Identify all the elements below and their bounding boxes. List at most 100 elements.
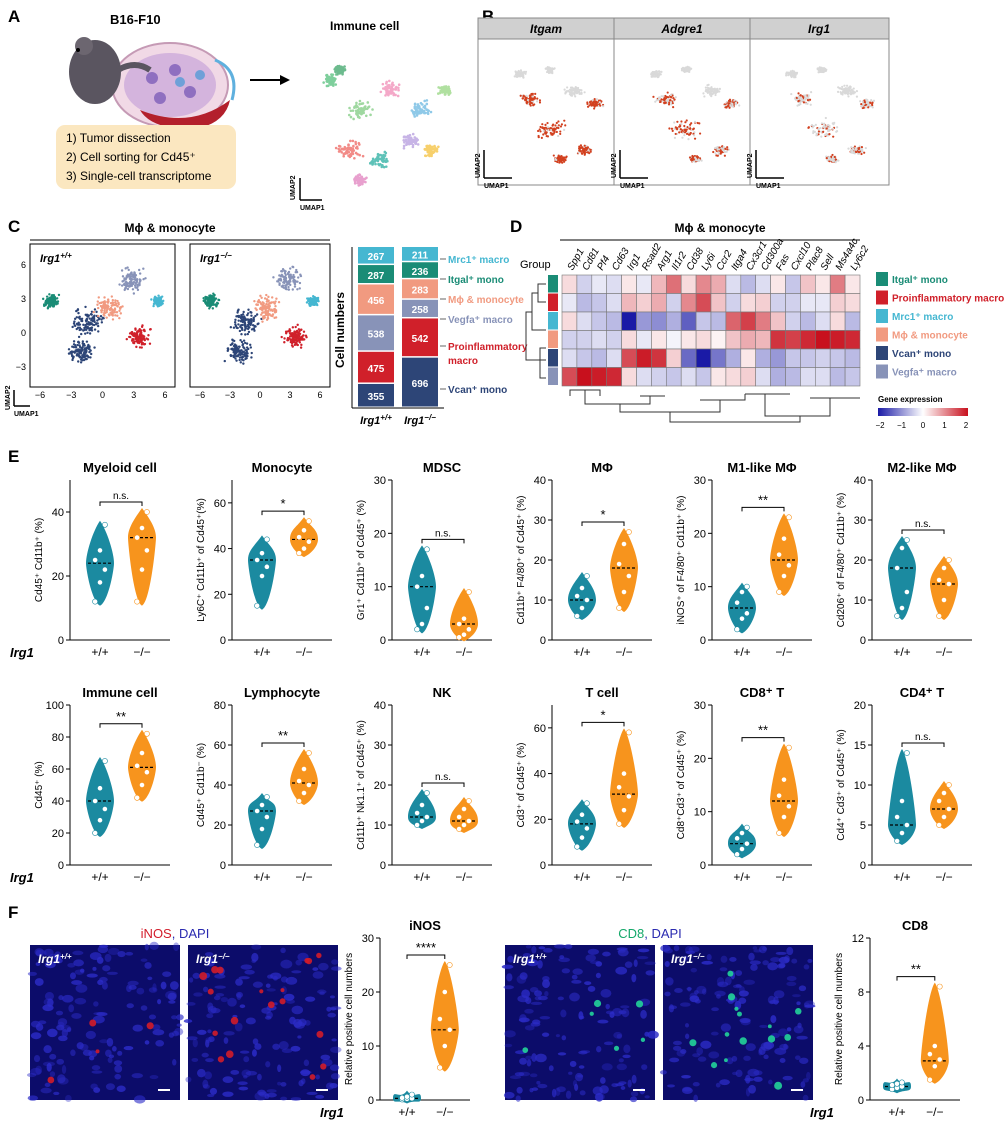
heatmap-cell [755, 311, 771, 331]
data-point [904, 589, 910, 595]
heatmap-cell [695, 293, 712, 313]
y-tick-label: 0 [58, 635, 64, 647]
y-axis-label: Cd11b⁺ F4/80⁺ of Cd45⁺ (%) [516, 495, 527, 624]
data-point [946, 782, 952, 788]
data-point [621, 541, 627, 547]
data-point [305, 750, 312, 756]
y-tick-label: 20 [52, 828, 64, 840]
heatmap-cell [606, 348, 622, 368]
data-point [946, 806, 952, 812]
violin-plot: M1-like MΦ 0 10 20 30 iNOS⁺ of F4/80⁺ Cd11b⁺ … [676, 460, 812, 659]
data-point [139, 566, 145, 573]
arrow-icon [250, 75, 290, 85]
x-tick-label: +/+ [893, 645, 910, 659]
panel-letter-e: E [8, 447, 19, 466]
data-point [423, 546, 430, 553]
violin-plot: Myeloid cell 0 20 40 Cd45⁺ Cd11b⁺ (%) n.s. +/+… [10, 460, 170, 660]
y-tick-label: 0 [860, 860, 866, 872]
violin-plot: M2-like MΦ 0 10 20 30 40 Cd206⁺ of F4/80⁺ Cd11… [836, 460, 972, 659]
heatmap-cell [755, 348, 771, 368]
data-point [461, 822, 467, 828]
data-point [904, 822, 910, 828]
y-axis-label: Cd45⁺ Cd11b⁻ (%) [196, 743, 207, 827]
heatmap-cell [591, 293, 607, 313]
data-point [936, 613, 942, 619]
positive-cell [305, 957, 313, 965]
heatmap-cell [800, 348, 816, 368]
y-tick-label: 15 [854, 740, 866, 752]
heatmap-cell [680, 367, 697, 387]
violin-body [728, 823, 756, 859]
y-tick-label: 40 [52, 507, 64, 519]
data-point [744, 610, 750, 617]
heatmap-cell [844, 330, 861, 350]
y-tick-label: 5 [860, 820, 866, 832]
heatmap-legend-label: Vcan⁺ mono [892, 349, 951, 360]
heatmap-cell [800, 293, 816, 313]
significance-bracket [421, 782, 465, 787]
x-tick-label: −/− [775, 870, 792, 884]
panel-c: Mϕ & monocyte Irg1+/+ Irg1−/− −6 −3 0 3 6 6 3 0… [5, 221, 528, 427]
data-point [776, 551, 782, 558]
heatmap-cell [576, 330, 593, 350]
y-tick-label: 80 [214, 700, 226, 712]
positive-cell [225, 1050, 234, 1059]
significance-label: ** [911, 962, 921, 977]
heatmap-legend-label: Mϕ & monocyte [892, 331, 968, 342]
plot-title: Myeloid cell [83, 460, 157, 475]
x-tick-label: −/− [775, 645, 792, 659]
data-point [584, 800, 590, 807]
colorbar-tick: 0 [921, 421, 926, 430]
y-tick-label: 40 [534, 475, 546, 487]
data-point [776, 830, 782, 836]
heatmap-cell [844, 348, 861, 368]
heatmap-cell [606, 311, 622, 331]
plot-title: CD4⁺ T [900, 685, 944, 700]
heatmap-cell [561, 348, 578, 368]
umap-b-ylabel: UMAP2 [611, 153, 618, 178]
violin-body [770, 743, 798, 837]
x-tick-label: +/+ [413, 645, 430, 659]
umap-c-ytick: 6 [21, 260, 26, 270]
heatmap-cell [561, 330, 578, 350]
stacked-bar-segment [402, 357, 438, 407]
positive-cell [689, 1039, 697, 1047]
significance-label: n.s. [435, 772, 451, 783]
y-tick-label: 60 [214, 740, 226, 752]
y-tick-label: 0 [220, 860, 226, 872]
data-point [461, 615, 467, 622]
positive-cell [316, 1030, 324, 1038]
data-point [446, 1026, 453, 1033]
workflow-step-3: 3) Single-cell transcriptome [66, 169, 212, 183]
x-tick-label: +/+ [573, 645, 590, 659]
panel-letter-d: D [510, 217, 522, 236]
svg-text:Irg1−/−: Irg1−/− [200, 251, 232, 266]
heatmap-cell [621, 330, 637, 350]
data-point [786, 744, 792, 751]
data-point [626, 729, 632, 736]
violin-plot: NK 0 10 20 30 40 Cd11b⁺ Nk1.1⁺ of Cd45⁺ (%) n.s… [356, 685, 492, 884]
heatmap-group-color [548, 293, 558, 311]
micrograph-label: Irg1+/+ [38, 952, 72, 967]
heatmap-cell [606, 293, 622, 313]
heatmap-legend-swatch [876, 290, 888, 305]
data-point [465, 798, 472, 804]
data-point [739, 830, 745, 836]
positive-cell [593, 999, 602, 1008]
umap-axes-c: UMAP2 UMAP1 [5, 385, 39, 418]
data-point [259, 573, 265, 579]
y-tick-label: 10 [694, 807, 706, 819]
panel-d: Mϕ & monocyte Group Spp1Cd81Pf4Cd63Irg1R… [520, 221, 1004, 430]
heatmap-cell [591, 330, 607, 350]
heatmap-cell [785, 330, 801, 350]
data-point [776, 589, 782, 595]
y-tick-label: 60 [534, 723, 546, 735]
y-tick-label: 30 [362, 933, 374, 945]
heatmap-cell [636, 274, 652, 294]
x-tick-label: −/− [133, 870, 150, 884]
data-point [894, 613, 900, 619]
immune-cell-umap [322, 64, 452, 187]
heatmap-cell [710, 274, 727, 294]
violin-plot: T cell 0 20 40 60 Cd3⁺ of Cd45⁺ (%) * +/+ −/− [516, 685, 652, 884]
data-point [734, 599, 740, 606]
